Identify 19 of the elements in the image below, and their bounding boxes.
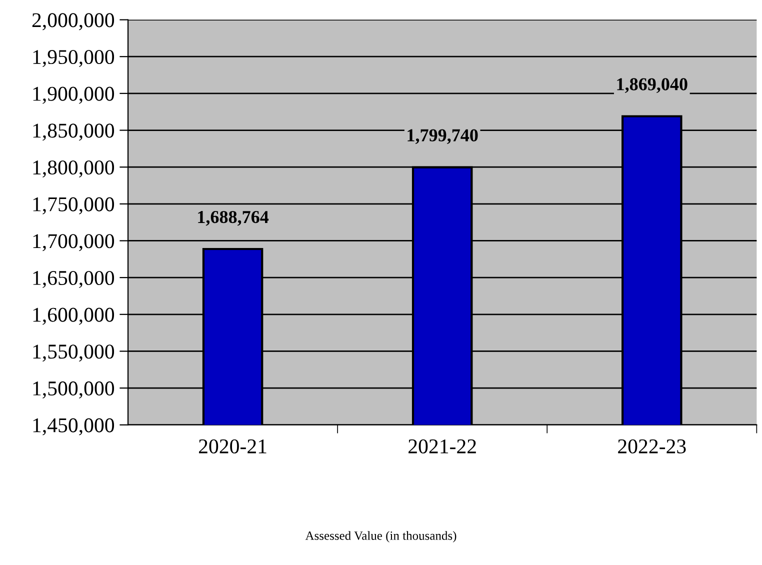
text: Assessed Value (in thousands) bbox=[305, 531, 456, 542]
data-label: 1,688,764 bbox=[198, 210, 269, 226]
data-label: 1,799,740 bbox=[408, 129, 478, 144]
y-tick-label: 1,850,000 bbox=[33, 124, 114, 141]
y-tick-label: 1,900,000 bbox=[33, 86, 114, 104]
y-tick-label: 1,500,000 bbox=[33, 381, 114, 398]
x-tick-label: 2022-23 bbox=[618, 439, 686, 454]
y-tick-label: 2,000,000 bbox=[32, 13, 114, 30]
y-tick-label: 1,650,000 bbox=[33, 270, 114, 288]
data-label: 1,869,040 bbox=[617, 78, 688, 93]
y-tick-label: 1,950,000 bbox=[33, 50, 114, 68]
x-tick-label: 2021-22 bbox=[408, 439, 476, 454]
y-tick-label: 1,450,000 bbox=[33, 418, 114, 436]
y-tick-label: 1,700,000 bbox=[33, 234, 114, 252]
x-tick-label: 2020-21 bbox=[198, 439, 266, 454]
y-tick-label: 1,550,000 bbox=[33, 344, 114, 362]
y-tick-label: 1,600,000 bbox=[33, 308, 114, 325]
y-tick-label: 1,750,000 bbox=[33, 197, 114, 214]
y-tick-label: 1,800,000 bbox=[33, 160, 114, 178]
